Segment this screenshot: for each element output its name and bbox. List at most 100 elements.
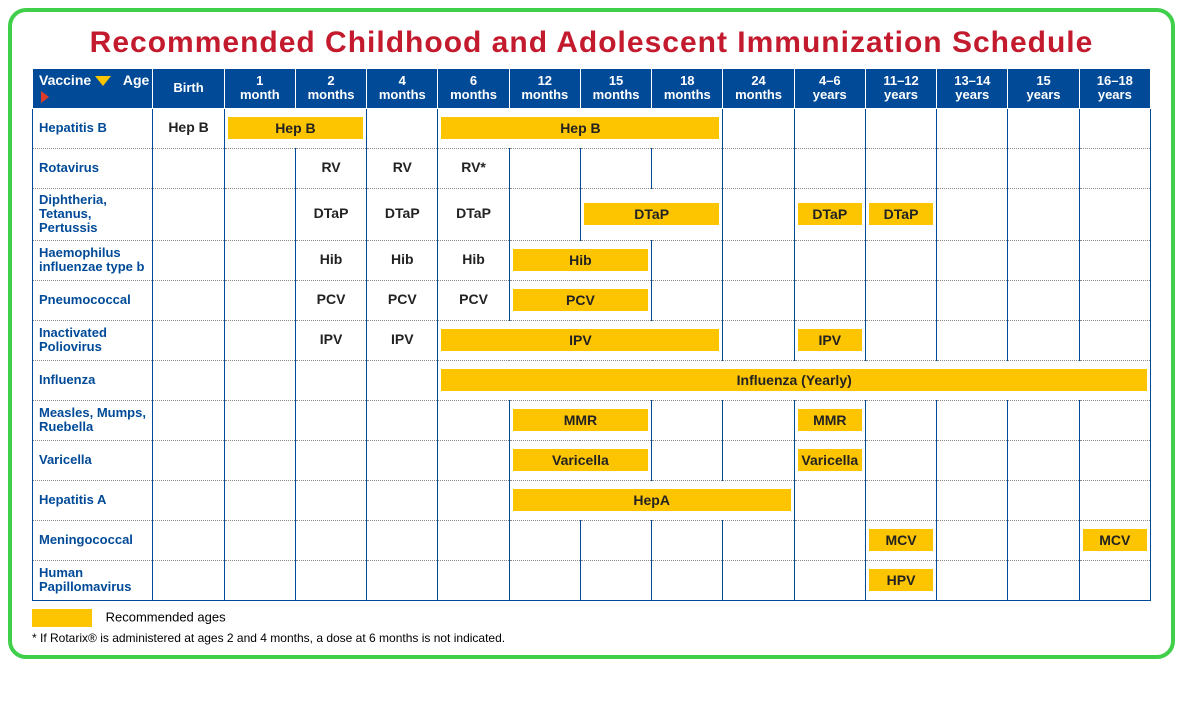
dose-label: IPV [320,331,343,347]
schedule-cell [438,440,509,480]
corner-vaccine-label: Vaccine [39,72,91,88]
dose-label: MMR [513,409,649,431]
vaccine-name: Inactivated Poliovirus [33,320,153,360]
schedule-cell [367,360,438,400]
vaccine-name: Haemophilus influenzae type b [33,240,153,280]
schedule-cell [937,440,1008,480]
dose-label: PCV [317,291,346,307]
schedule-cell: Hib [509,240,652,280]
legend: Recommended ages [32,609,1151,627]
vaccine-row: VaricellaVaricellaVaricella [33,440,1151,480]
age-header: 1month [224,69,295,109]
schedule-cell [937,560,1008,600]
vaccine-name: Varicella [33,440,153,480]
schedule-cell [1008,440,1079,480]
dose-label: MCV [869,529,933,551]
schedule-cell [937,480,1008,520]
schedule-cell: RV [295,148,366,188]
schedule-cell [224,560,295,600]
schedule-cell: MMR [509,400,652,440]
schedule-cell [580,148,651,188]
schedule-cell [937,320,1008,360]
dose-label: PCV [459,291,488,307]
vaccine-row: Hepatitis AHepA [33,480,1151,520]
schedule-cell: Hib [438,240,509,280]
vaccine-name: Meningococcal [33,520,153,560]
schedule-cell: Hep B [438,108,723,148]
age-header: 12months [509,69,580,109]
schedule-cell: DTaP [367,188,438,240]
schedule-cell [865,320,936,360]
dose-label: IPV [391,331,414,347]
vaccine-name: Measles, Mumps, Ruebella [33,400,153,440]
schedule-cell [937,240,1008,280]
schedule-cell [865,400,936,440]
schedule-cell [224,320,295,360]
schedule-cell [1079,280,1150,320]
dose-label: DTaP [584,203,720,225]
schedule-cell [509,148,580,188]
schedule-cell [865,240,936,280]
schedule-cell [1008,480,1079,520]
immunization-table: Vaccine AgeBirth1month2months4months6mon… [32,68,1151,601]
vaccine-row: PneumococcalPCVPCVPCVPCV [33,280,1151,320]
vaccine-row: Hepatitis BHep BHep BHep B [33,108,1151,148]
schedule-cell [652,148,723,188]
schedule-cell [295,400,366,440]
schedule-frame: Recommended Childhood and Adolescent Imm… [8,8,1175,659]
schedule-cell [367,400,438,440]
vaccine-name: Influenza [33,360,153,400]
schedule-cell: IPV [438,320,723,360]
schedule-cell: MCV [1079,520,1150,560]
schedule-cell [224,400,295,440]
schedule-cell: HepA [509,480,794,520]
triangle-down-icon [95,76,111,86]
schedule-cell [224,148,295,188]
schedule-cell [937,280,1008,320]
schedule-cell [580,520,651,560]
vaccine-name: Pneumococcal [33,280,153,320]
schedule-cell [153,240,224,280]
schedule-cell [865,280,936,320]
schedule-cell [1008,280,1079,320]
schedule-cell [153,360,224,400]
schedule-cell: IPV [367,320,438,360]
schedule-cell [652,560,723,600]
schedule-cell [1079,440,1150,480]
schedule-cell: Varicella [794,440,865,480]
schedule-cell [367,560,438,600]
schedule-cell [794,480,865,520]
vaccine-row: Inactivated Poliovirus IPV IPV IPV IPV [33,320,1151,360]
schedule-cell [438,480,509,520]
vaccine-name: Diphtheria, Tetanus, Pertussis [33,188,153,240]
schedule-cell: DTaP [865,188,936,240]
legend-swatch [32,609,92,627]
legend-label: Recommended ages [106,609,226,624]
schedule-cell: DTaP [794,188,865,240]
schedule-cell [723,560,794,600]
vaccine-row: Human PapillomavirusHPV [33,560,1151,600]
schedule-cell [1008,240,1079,280]
dose-label: DTaP [385,205,420,221]
dose-label: DTaP [456,205,491,221]
schedule-cell [865,440,936,480]
age-header: 16–18years [1079,69,1150,109]
schedule-cell: MCV [865,520,936,560]
age-header: 15years [1008,69,1079,109]
schedule-cell [652,400,723,440]
schedule-cell [937,400,1008,440]
schedule-cell [1008,320,1079,360]
schedule-cell [1008,108,1079,148]
dose-label: DTaP [869,203,933,225]
dose-label: IPV [798,329,862,351]
schedule-cell: DTaP [580,188,723,240]
schedule-cell [224,440,295,480]
schedule-cell: Influenza (Yearly) [438,360,1151,400]
age-header: 18months [652,69,723,109]
dose-label: HepA [513,489,791,511]
dose-label: Hep B [441,117,719,139]
vaccine-row: Haemophilus influenzae type bHibHibHibHi… [33,240,1151,280]
schedule-cell [794,560,865,600]
schedule-cell [295,480,366,520]
corner-age-label: Age [123,72,149,88]
